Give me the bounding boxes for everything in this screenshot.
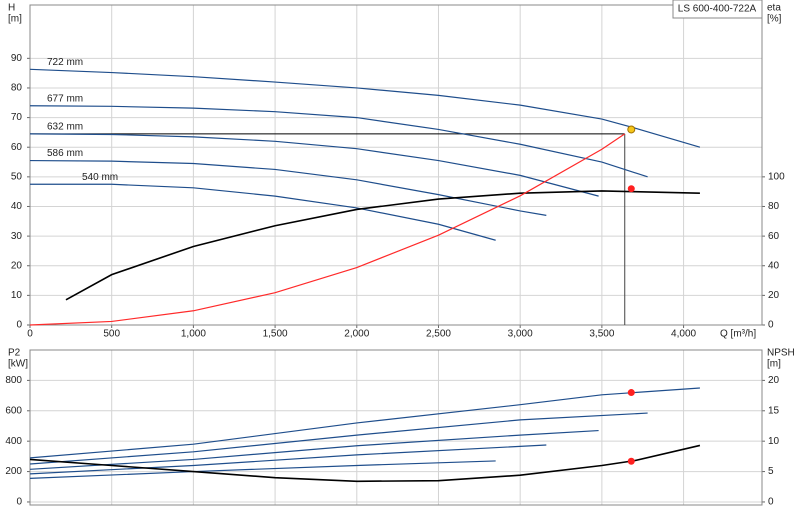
curve (29, 387, 700, 459)
y-axis-unit: [m] (8, 14, 22, 25)
curve (30, 183, 496, 241)
y2-tick-label: 15 (768, 405, 780, 416)
x-tick-label: 3,500 (589, 329, 614, 340)
x-tick-label: 3,000 (508, 329, 533, 340)
curve (29, 68, 701, 148)
y-tick-label: 200 (5, 466, 22, 477)
y-tick-label: 10 (11, 290, 23, 301)
x-tick-label: 2,500 (426, 329, 451, 340)
x-tick-label: 0 (27, 329, 33, 340)
y-axis-unit: [kW] (8, 359, 28, 370)
plot-frame (29, 4, 763, 326)
curve-label: 586 mm (47, 148, 83, 159)
curve (29, 159, 547, 216)
y2-axis-label: eta (767, 3, 781, 14)
y-tick-label: 800 (5, 375, 22, 386)
x-tick-label: 1,500 (263, 329, 288, 340)
y2-tick-label: 40 (768, 260, 780, 271)
y2-axis-unit: [%] (767, 14, 782, 25)
y2-tick-label: 20 (768, 375, 780, 386)
x-tick-label: 1,000 (181, 329, 206, 340)
y-tick-label: 20 (11, 260, 23, 271)
y-axis-label: H (8, 3, 15, 14)
operating-point (627, 185, 635, 193)
curve-label: 540 mm (82, 172, 118, 183)
y-tick-label: 0 (16, 497, 22, 508)
x-tick-label: 500 (103, 329, 120, 340)
curve-label: 632 mm (47, 122, 83, 133)
y-tick-label: 90 (11, 53, 23, 64)
y2-tick-label: 60 (768, 231, 780, 242)
y2-tick-label: 10 (768, 436, 780, 447)
curve (29, 460, 496, 480)
y-tick-label: 400 (5, 436, 22, 447)
plot-frame (29, 349, 763, 506)
y-axis-label: P2 (8, 348, 21, 359)
curve (29, 444, 547, 475)
y-tick-label: 70 (11, 112, 23, 123)
x-tick-label: 4,000 (671, 329, 696, 340)
y-tick-label: 600 (5, 405, 22, 416)
y-tick-label: 0 (16, 320, 22, 331)
y-tick-label: 60 (11, 142, 23, 153)
y-tick-label: 30 (11, 231, 23, 242)
curve (29, 444, 701, 483)
y2-tick-label: 80 (768, 201, 780, 212)
x-tick-label: 2,000 (344, 329, 369, 340)
x-axis-label: Q [m³/h] (720, 329, 756, 340)
y2-axis-label: NPSH (767, 348, 795, 359)
curve (29, 412, 648, 465)
y2-tick-label: 20 (768, 290, 780, 301)
curve (29, 133, 626, 326)
curve (29, 429, 599, 470)
operating-point (627, 457, 635, 465)
curve (29, 133, 599, 197)
curve (29, 105, 648, 178)
curve-label: 722 mm (47, 57, 83, 68)
y2-tick-label: 5 (768, 466, 774, 477)
curve (65, 190, 700, 301)
y2-tick-label: 0 (768, 497, 774, 508)
chart-title: LS 600-400-722A (678, 4, 757, 15)
curve-label: 677 mm (47, 93, 83, 104)
y-tick-label: 40 (11, 201, 23, 212)
y2-tick-label: 100 (768, 171, 785, 182)
y-tick-label: 80 (11, 83, 23, 94)
operating-point (627, 389, 635, 397)
y2-axis-unit: [m] (767, 359, 781, 370)
title-box (672, 0, 763, 19)
operating-point (627, 125, 636, 134)
y-tick-label: 50 (11, 171, 23, 182)
y2-tick-label: 0 (768, 320, 774, 331)
